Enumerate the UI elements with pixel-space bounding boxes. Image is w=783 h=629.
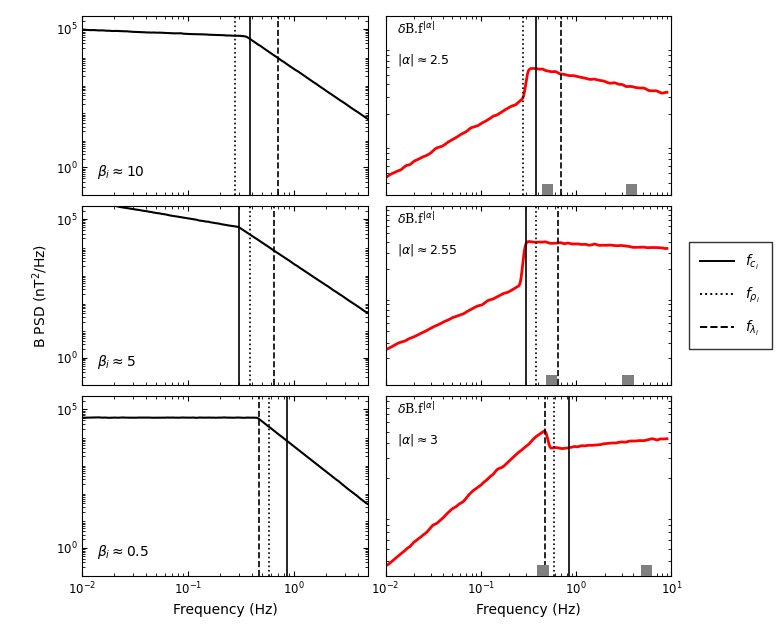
Y-axis label: B PSD (nT$^2$/Hz): B PSD (nT$^2$/Hz) <box>31 243 50 348</box>
Bar <box>542 184 553 195</box>
Bar <box>641 565 652 576</box>
Text: $\delta$B.f$^{|\alpha|}$: $\delta$B.f$^{|\alpha|}$ <box>397 401 435 418</box>
Text: $\delta$B.f$^{|\alpha|}$: $\delta$B.f$^{|\alpha|}$ <box>397 21 435 37</box>
Text: $\beta_i \approx 5$: $\beta_i \approx 5$ <box>96 353 135 371</box>
Text: $\beta_i \approx 0.5$: $\beta_i \approx 0.5$ <box>96 543 148 561</box>
Text: $|\alpha| \approx 2.5$: $|\alpha| \approx 2.5$ <box>397 52 449 67</box>
Bar <box>626 184 637 195</box>
Text: $|\alpha| \approx 3$: $|\alpha| \approx 3$ <box>397 432 438 448</box>
Bar <box>546 375 557 386</box>
Text: $|\alpha| \approx 2.55$: $|\alpha| \approx 2.55$ <box>397 242 458 258</box>
Bar <box>622 375 633 386</box>
Bar <box>537 565 549 576</box>
Text: $\beta_i \approx 10$: $\beta_i \approx 10$ <box>96 163 144 181</box>
X-axis label: Frequency (Hz): Frequency (Hz) <box>173 603 277 616</box>
Legend: $f_{c_i}$, $f_{\rho_i}$, $f_{\lambda_i}$: $f_{c_i}$, $f_{\rho_i}$, $f_{\lambda_i}$ <box>688 242 771 349</box>
Text: $\delta$B.f$^{|\alpha|}$: $\delta$B.f$^{|\alpha|}$ <box>397 211 435 227</box>
X-axis label: Frequency (Hz): Frequency (Hz) <box>476 603 581 616</box>
